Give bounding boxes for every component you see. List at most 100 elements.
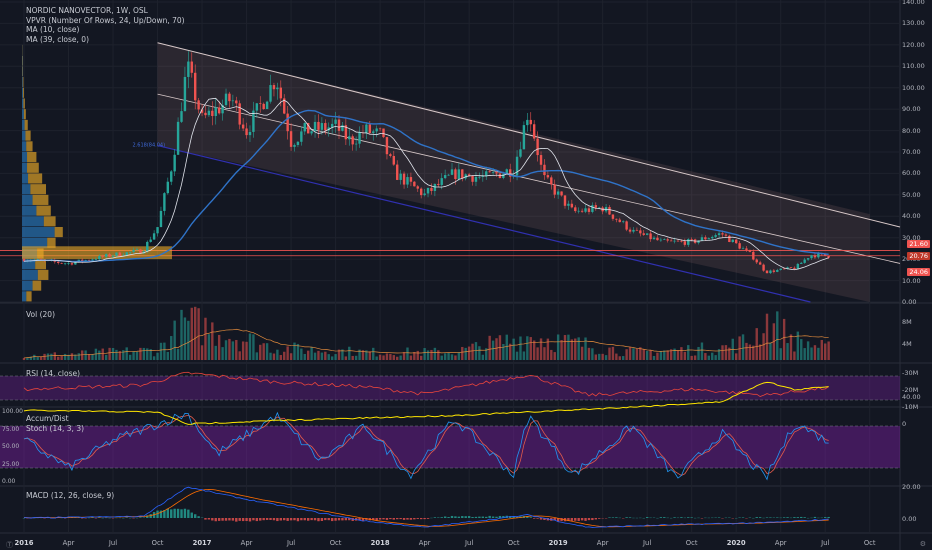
accum-tick: -10M (902, 403, 919, 411)
symbol-title[interactable]: NORDIC NANOVECTOR, 1W, OSL (26, 6, 148, 15)
candle-body (443, 175, 447, 179)
macd-hist-bar (803, 517, 806, 518)
macd-hist-bar (396, 518, 399, 520)
volume-bar (402, 352, 406, 360)
volume-bar (789, 334, 793, 360)
candle-body (563, 195, 567, 206)
tv-logo-icon[interactable]: Ⓣ (6, 541, 13, 549)
channel-mid-line (157, 93, 901, 264)
candle-body (324, 123, 327, 131)
macd-hist-bar (543, 518, 546, 520)
volume-bar (36, 356, 39, 360)
volume-bar (587, 347, 591, 360)
volume-bar (26, 357, 29, 360)
candle-body (39, 259, 43, 260)
stoch-tick: 100.00 (2, 408, 23, 415)
ma10-legend[interactable]: MA (10, close) (26, 25, 80, 35)
vpvr-up-bar (22, 130, 26, 141)
volume-bar (296, 343, 300, 360)
volume-legend[interactable]: Vol (20) (26, 310, 56, 319)
volume-bar (649, 350, 652, 360)
macd-hist-bar (139, 517, 142, 518)
macd-hist-bar (125, 517, 128, 518)
candle-body (430, 187, 433, 191)
macd-hist-bar (481, 516, 485, 518)
time-tick: Apr (418, 539, 431, 547)
volume-bar (447, 352, 450, 360)
candle-body (125, 252, 128, 256)
candle-body (656, 237, 659, 241)
candle-body (622, 221, 625, 223)
macd-hist-bar (786, 517, 789, 518)
candle-body (63, 263, 67, 265)
macd-hist-bar (628, 517, 632, 518)
volume-bar (149, 349, 152, 360)
candle-body (659, 239, 663, 241)
candle-body (354, 143, 358, 145)
volume-bar (354, 355, 358, 360)
candle-body (505, 169, 508, 175)
volume-bar (286, 346, 289, 360)
candle-body (440, 178, 443, 185)
stoch-legend[interactable]: Stoch (14, 3, 3) (26, 424, 85, 433)
volume-bar (491, 340, 495, 360)
volume-bar (608, 347, 611, 360)
candle-body (789, 267, 793, 268)
ma39-legend[interactable]: MA (39, close, 0) (26, 34, 90, 44)
macd-hist-bar (570, 518, 574, 521)
rsi-legend[interactable]: RSI (14, close) (26, 369, 81, 378)
macd-hist-bar (577, 518, 580, 521)
candle-body (115, 252, 118, 256)
volume-bar (676, 350, 680, 360)
volume-bar (372, 347, 375, 360)
macd-hist-bar (176, 508, 180, 518)
macd-hist-bar (433, 517, 437, 518)
candles (22, 51, 830, 274)
vpvr-poc-bar (22, 246, 172, 260)
candle-body (276, 87, 279, 90)
candle-body (149, 239, 152, 242)
vpvr-legend[interactable]: VPVR (Number Of Rows, 24, Up/Down, 70) (26, 15, 185, 25)
macd-hist-bar (286, 518, 289, 521)
macd-legend[interactable]: MACD (12, 26, close, 9) (26, 491, 115, 500)
volume-bar (224, 340, 228, 360)
volume-bar (33, 354, 36, 360)
candle-body (433, 183, 437, 191)
candle-body (187, 61, 190, 77)
candle-body (690, 239, 693, 240)
volume-bar (728, 347, 731, 360)
candle-body (803, 259, 806, 263)
accum-legend[interactable]: Accum/Dist (26, 414, 69, 423)
candle-body (365, 124, 368, 134)
vpvr-up-bar (22, 77, 23, 88)
volume-bar (721, 345, 724, 360)
macd-hist-bar (231, 518, 235, 521)
volume-bar (652, 355, 656, 360)
macd-hist-bar (491, 516, 495, 518)
candle-body (567, 203, 570, 206)
price-tick: 40.00 (902, 212, 921, 221)
volume-bar (745, 342, 748, 360)
vpvr-up-bar (22, 98, 24, 109)
settings-gear-icon[interactable]: ⚙ (919, 540, 926, 548)
candle-body (60, 262, 63, 264)
macd-hist-bar (217, 518, 221, 521)
macd-hist-bar (423, 518, 426, 520)
macd-hist-bar (673, 517, 676, 518)
volume-bar (29, 356, 33, 360)
macd-hist-bar (574, 518, 577, 521)
macd-hist-bar (392, 518, 395, 520)
volume-bar (368, 351, 372, 360)
rsi-tick: 40.00 (902, 393, 921, 401)
candle-body (238, 103, 241, 125)
volume-bar (529, 337, 532, 360)
volume-bar (231, 341, 235, 360)
macd-hist-bar (625, 517, 628, 518)
volume-bar (317, 350, 320, 360)
volume-bar (389, 353, 392, 360)
macd-hist-bar (471, 517, 474, 518)
volume-bar (104, 354, 108, 360)
candle-body (259, 103, 262, 105)
